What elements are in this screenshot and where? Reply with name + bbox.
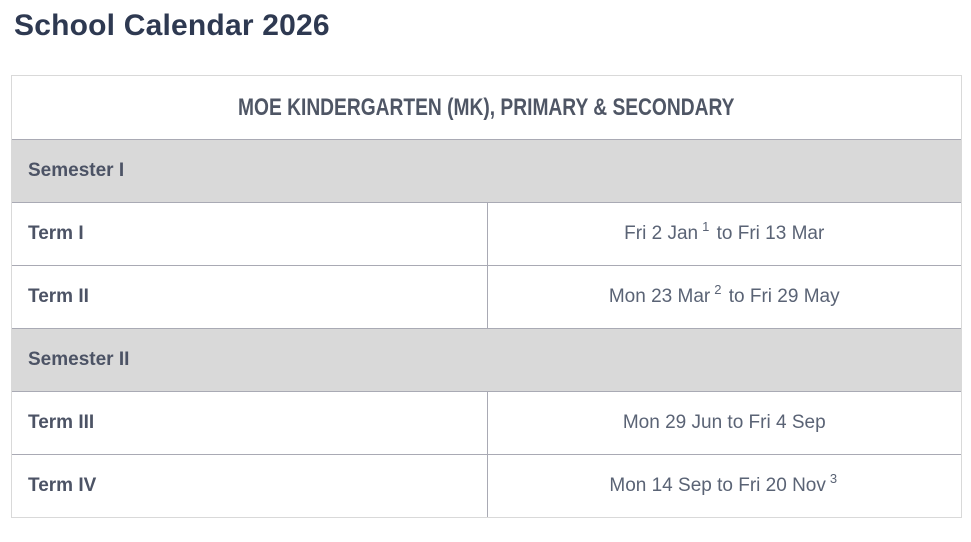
term-label: Term III (28, 412, 95, 433)
footnote-marker: 1 (702, 219, 710, 234)
term-name-cell: Term I (12, 203, 487, 265)
table-row-term-2: Term II Mon 23 Mar 2 to Fri 29 May (12, 265, 961, 328)
semester-row: Semester I (12, 139, 961, 202)
term-label: Term II (28, 286, 89, 307)
school-calendar-table: MOE KINDERGARTEN (MK), PRIMARY & SECONDA… (11, 75, 962, 518)
table-header-row: MOE KINDERGARTEN (MK), PRIMARY & SECONDA… (12, 76, 961, 139)
term-name-cell: Term IV (12, 455, 487, 517)
date-text-start: Mon 14 Sep to Fri 20 Nov (609, 475, 826, 496)
page-title: School Calendar 2026 (14, 9, 330, 42)
term-name-cell: Term II (12, 266, 487, 328)
table-header-label: MOE KINDERGARTEN (MK), PRIMARY & SECONDA… (238, 93, 735, 121)
footnote-marker: 3 (829, 471, 838, 486)
term-date-range: Mon 29 Jun to Fri 4 Sep (623, 412, 826, 434)
term-dates-cell: Fri 2 Jan 1 to Fri 13 Mar (486, 203, 962, 265)
footnote-marker: 2 (714, 282, 722, 297)
term-label: Term I (28, 223, 84, 244)
date-text-start: Mon 23 Mar (608, 286, 711, 307)
term-name-cell: Term III (12, 392, 487, 454)
date-text-start: Fri 2 Jan (624, 223, 699, 244)
term-date-range: Mon 23 Mar 2 to Fri 29 May (608, 283, 840, 308)
term-dates-cell: Mon 14 Sep to Fri 20 Nov 3 (486, 455, 962, 517)
date-text-end: to Fri 13 Mar (711, 223, 825, 244)
term-dates-cell: Mon 29 Jun to Fri 4 Sep (486, 392, 962, 454)
term-dates-cell: Mon 23 Mar 2 to Fri 29 May (486, 266, 962, 328)
date-text-end: to Fri 29 May (723, 286, 840, 307)
semester-row: Semester II (12, 328, 961, 391)
term-date-range: Mon 14 Sep to Fri 20 Nov 3 (609, 472, 839, 497)
semester-label: Semester I (28, 160, 125, 181)
term-label: Term IV (28, 475, 97, 496)
semester-label: Semester II (28, 349, 130, 370)
table-row-term-4: Term IV Mon 14 Sep to Fri 20 Nov 3 (12, 454, 961, 517)
table-row-term-1: Term I Fri 2 Jan 1 to Fri 13 Mar (12, 202, 961, 265)
term-date-range: Fri 2 Jan 1 to Fri 13 Mar (624, 220, 825, 245)
date-text-start: Mon 29 Jun to Fri 4 Sep (622, 412, 826, 433)
table-row-term-3: Term III Mon 29 Jun to Fri 4 Sep (12, 391, 961, 454)
